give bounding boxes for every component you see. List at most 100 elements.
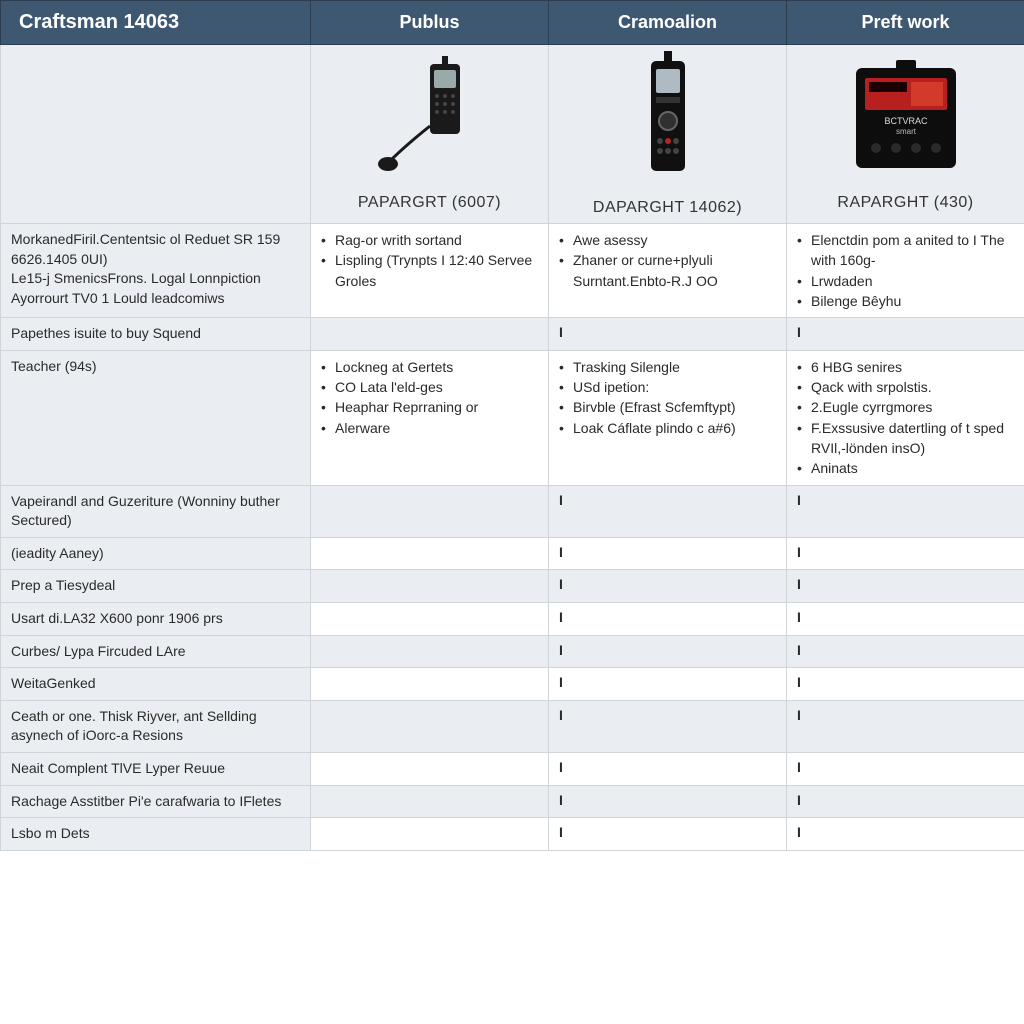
cell: I: [787, 785, 1024, 818]
product-image-cell-2: DAPARGHT 14062): [549, 45, 787, 224]
table-row: Neait Complent TlVE Lyper Reuue I I: [1, 752, 1024, 785]
cell: I: [787, 537, 1024, 570]
bullet-item: Birvble (Efrast Scfemftypt): [559, 397, 776, 417]
cell: [311, 818, 549, 851]
bullet-item: Bilenge Bêyhu: [797, 291, 1014, 311]
cell: I: [787, 602, 1024, 635]
model-label-2: DAPARGHT 14062): [559, 199, 776, 217]
cell: [311, 785, 549, 818]
col-header-2: Cramoalion: [549, 1, 787, 45]
bullet-item: Trasking Silengle: [559, 357, 776, 377]
row-label: (ieadity Aaney): [1, 537, 311, 570]
cell: [311, 485, 549, 537]
cell: I: [787, 318, 1024, 351]
cell: I: [549, 318, 787, 351]
cell: I: [549, 785, 787, 818]
col-header-3: Preft work: [787, 1, 1024, 45]
cell: I: [549, 602, 787, 635]
cell: [311, 752, 549, 785]
cell: Trasking SilengleUSd ipetion:Birvble (Ef…: [549, 350, 787, 485]
table-row: MorkanedFiril.Cententsic ol Reduet SR 15…: [1, 224, 1024, 318]
row-label: Prep a Tiesydeal: [1, 570, 311, 603]
row-label: Rachage Asstitber Pi'e carafwaria to IFl…: [1, 785, 311, 818]
cell: I: [549, 570, 787, 603]
cell: I: [549, 752, 787, 785]
table-row: WeitaGenked I I: [1, 668, 1024, 701]
bullet-item: Lrwdaden: [797, 271, 1014, 291]
bullet-item: Elenctdin pom a anited to I The with 160…: [797, 230, 1014, 271]
image-cell-empty: [1, 45, 311, 224]
bullet-item: Loak Cáflate plindo c a#6): [559, 418, 776, 438]
bullet-item: 2.Eugle cyrrgmores: [797, 397, 1014, 417]
cell: 6 HBG seniresQack with srpolstis.2.Eugle…: [787, 350, 1024, 485]
bullet-item: Zhaner or curne+plyuli Surntant.Enbto-R.…: [559, 250, 776, 291]
row-label: Teacher (94s): [1, 350, 311, 485]
model-label-1: PAPARGRT (6007): [321, 194, 538, 212]
table-row: (ieadity Aaney) I I: [1, 537, 1024, 570]
bullet-item: Lockneg at Gertets: [321, 357, 538, 377]
cell: I: [787, 700, 1024, 752]
bullet-item: Lispling (Trynpts I 12:40 Servee Groles: [321, 250, 538, 291]
cell: I: [787, 818, 1024, 851]
device-icon-2: [623, 51, 713, 191]
cell: Rag-or writh sortandLispling (Trynpts I …: [311, 224, 549, 318]
row-label: Usart di.LA32 X600 ponr 1906 prs: [1, 602, 311, 635]
bullet-list: Lockneg at GertetsCO Lata l'eld-gesHeaph…: [321, 357, 538, 438]
bullet-item: USd ipetion:: [559, 377, 776, 397]
cell: I: [787, 570, 1024, 603]
cell: I: [787, 752, 1024, 785]
product-image-cell-3: BCTVRAC smart RAPARGHT (430): [787, 45, 1024, 224]
comparison-table: Craftsman 14063 Publus Cramoalion Preft …: [0, 0, 1024, 851]
cell: Elenctdin pom a anited to I The with 160…: [787, 224, 1024, 318]
table-row: Teacher (94s) Lockneg at GertetsCO Lata …: [1, 350, 1024, 485]
cell: I: [549, 485, 787, 537]
svg-text:smart: smart: [896, 127, 917, 136]
header-row: Craftsman 14063 Publus Cramoalion Preft …: [1, 1, 1024, 45]
cell: Awe asessyZhaner or curne+plyuli Surntan…: [549, 224, 787, 318]
bullet-item: Alerware: [321, 418, 538, 438]
cell: I: [549, 537, 787, 570]
bullet-item: 6 HBG senires: [797, 357, 1014, 377]
row-label: WeitaGenked: [1, 668, 311, 701]
table-row: Curbes/ Lypa Fircuded LAre I I: [1, 635, 1024, 668]
bullet-list: Trasking SilengleUSd ipetion:Birvble (Ef…: [559, 357, 776, 438]
bullet-list: Elenctdin pom a anited to I The with 160…: [797, 230, 1014, 311]
table-row: Usart di.LA32 X600 ponr 1906 prs I I: [1, 602, 1024, 635]
table-row: Vapeirandl and Guzeriture (Wonniny buthe…: [1, 485, 1024, 537]
row-label: MorkanedFiril.Cententsic ol Reduet SR 15…: [1, 224, 311, 318]
cell: [311, 700, 549, 752]
bullet-item: Rag-or writh sortand: [321, 230, 538, 250]
row-label: Neait Complent TlVE Lyper Reuue: [1, 752, 311, 785]
row-label: Vapeirandl and Guzeriture (Wonniny buthe…: [1, 485, 311, 537]
bullet-list: Awe asessyZhaner or curne+plyuli Surntan…: [559, 230, 776, 291]
table-row: Ceath or one. Thisk Riyver, ant Sellding…: [1, 700, 1024, 752]
row-label: Ceath or one. Thisk Riyver, ant Sellding…: [1, 700, 311, 752]
bullet-item: F.Exssusive datertling of t sped RVIl,-l…: [797, 418, 1014, 459]
svg-text:BCTVRAC: BCTVRAC: [884, 116, 928, 126]
table-row: Papethes isuite to buy Squend I I: [1, 318, 1024, 351]
bullet-list: Rag-or writh sortandLispling (Trynpts I …: [321, 230, 538, 291]
cell: [311, 570, 549, 603]
cell: I: [549, 700, 787, 752]
model-label-3: RAPARGHT (430): [797, 194, 1014, 212]
cell: [311, 602, 549, 635]
device-icon-3: BCTVRAC smart: [841, 56, 971, 186]
row-label: Lsbo m Dets: [1, 818, 311, 851]
table-row: Lsbo m Dets I I: [1, 818, 1024, 851]
product-image-cell-1: PAPARGRT (6007): [311, 45, 549, 224]
main-header: Craftsman 14063: [1, 1, 311, 45]
col-header-1: Publus: [311, 1, 549, 45]
product-image-row: PAPARGRT (6007) DAPARGHT 14062): [1, 45, 1024, 224]
cell: I: [549, 668, 787, 701]
bullet-item: Heaphar Reprraning or: [321, 397, 538, 417]
bullet-item: Qack with srpolstis.: [797, 377, 1014, 397]
bullet-item: CO Lata l'eld-ges: [321, 377, 538, 397]
table-row: Rachage Asstitber Pi'e carafwaria to IFl…: [1, 785, 1024, 818]
row-label: Papethes isuite to buy Squend: [1, 318, 311, 351]
table-row: Prep a Tiesydeal I I: [1, 570, 1024, 603]
cell: I: [787, 635, 1024, 668]
cell: [311, 635, 549, 668]
device-icon-1: [370, 56, 490, 186]
bullet-item: Awe asessy: [559, 230, 776, 250]
row-label: Curbes/ Lypa Fircuded LAre: [1, 635, 311, 668]
